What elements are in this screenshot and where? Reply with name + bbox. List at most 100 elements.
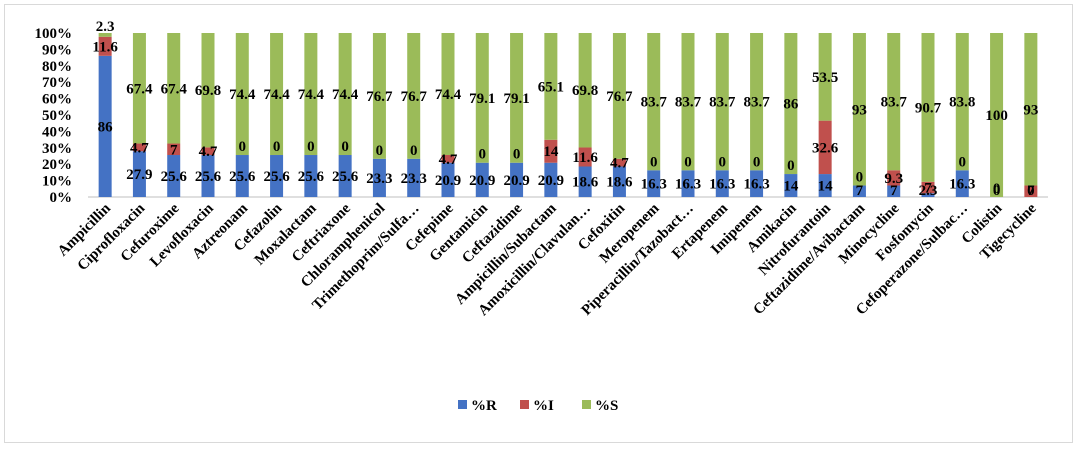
bar-segment (167, 143, 181, 156)
data-label: 14 (543, 144, 559, 160)
data-label: 0 (513, 147, 521, 163)
bar-segment (921, 193, 935, 197)
bar-segment (750, 170, 764, 197)
data-label: 0 (239, 139, 247, 155)
bar-segment (544, 139, 558, 163)
bar-segment (441, 162, 455, 197)
bar-segment (441, 33, 455, 156)
bar-segment (338, 155, 352, 197)
data-label: 25.6 (229, 169, 256, 185)
bar-segment (407, 158, 421, 197)
bar-segment (98, 36, 112, 56)
data-label: 79.1 (469, 91, 495, 107)
bar-segment (98, 55, 112, 197)
data-label: 16.3 (675, 177, 701, 193)
data-label: 79.1 (503, 91, 529, 107)
data-label: 93 (852, 102, 867, 118)
data-label: 74.4 (298, 87, 325, 103)
data-label: 4.7 (130, 140, 149, 156)
bar-segment (818, 174, 832, 197)
data-label: 67.4 (126, 81, 153, 97)
bar-segment (475, 162, 489, 197)
bar-segment (201, 147, 215, 156)
bar-segment (818, 33, 832, 121)
data-label: 83.7 (709, 95, 736, 111)
bar-segment (818, 120, 832, 175)
bar-segment (715, 170, 729, 197)
data-label: 7 (1027, 183, 1035, 199)
bar-segment (304, 155, 318, 197)
bar-segment (201, 155, 215, 197)
data-label: 53.5 (812, 70, 838, 86)
data-label: 11.6 (572, 150, 598, 166)
bar-segment (681, 33, 695, 171)
data-label: 83.7 (641, 95, 668, 111)
data-label: 23.3 (366, 171, 392, 187)
data-label: 25.6 (332, 169, 359, 185)
data-label: 0 (341, 139, 349, 155)
bar-segment (132, 143, 146, 152)
data-label: 32.6 (812, 140, 839, 156)
bar-segment (647, 170, 661, 197)
data-label: 0 (856, 170, 864, 186)
bar-segment (647, 33, 661, 171)
data-label: 76.7 (606, 89, 633, 105)
bar-segment (98, 33, 112, 37)
bar-segment (990, 33, 1004, 197)
bar-segment (201, 33, 215, 148)
y-tick-label: 30% (42, 141, 72, 157)
data-label: 14 (818, 179, 834, 195)
bar-segment (304, 33, 318, 156)
data-label: 74.4 (263, 87, 290, 103)
data-label: 86 (98, 119, 114, 135)
legend-label: %S (595, 398, 618, 414)
bar-segment (544, 33, 558, 140)
data-label: 0 (479, 147, 487, 163)
bar-segment (441, 155, 455, 163)
bar-segment (715, 33, 729, 171)
data-label: 0 (410, 143, 418, 159)
data-label: 7 (890, 183, 898, 199)
bar-segment (1024, 33, 1038, 186)
data-label: 93 (1023, 102, 1038, 118)
data-label: 69.8 (195, 83, 221, 99)
y-tick-label: 80% (42, 59, 72, 75)
data-label: 83.8 (949, 95, 975, 111)
data-label: 74.4 (435, 87, 462, 103)
data-label: 16.3 (641, 177, 667, 193)
y-tick-label: 60% (42, 92, 72, 108)
bar-segment (132, 151, 146, 197)
data-label: 7 (856, 183, 864, 199)
bar-segment (921, 33, 935, 182)
bar-segment (510, 33, 524, 163)
bar-segment (921, 181, 935, 194)
legend-swatch (520, 400, 529, 409)
y-tick-label: 20% (42, 157, 72, 173)
data-label: 20.9 (469, 173, 495, 189)
data-label: 76.7 (401, 89, 428, 105)
bar-segment (132, 33, 146, 144)
legend-swatch (582, 400, 591, 409)
y-tick-label: 50% (42, 108, 72, 124)
data-label: 7 (170, 142, 178, 158)
data-label: 2.3 (96, 19, 115, 35)
legend-swatch (458, 400, 467, 409)
data-label: 27.9 (126, 167, 152, 183)
data-label: 69.8 (572, 83, 598, 99)
bar-segment (852, 33, 866, 186)
bar-segment (887, 185, 901, 197)
bar-segment (544, 162, 558, 197)
bar-segment (167, 33, 181, 144)
data-label: 18.6 (572, 175, 599, 191)
y-tick-label: 100% (35, 26, 73, 42)
data-label: 20.9 (435, 173, 461, 189)
data-label: 67.4 (161, 81, 188, 97)
legend-label: %R (471, 398, 497, 414)
data-label: 23.3 (401, 171, 427, 187)
y-tick-label: 40% (42, 124, 72, 140)
data-label: 25.6 (298, 169, 325, 185)
legend-label: %I (533, 398, 554, 414)
data-label: 16.3 (949, 177, 975, 193)
y-tick-label: 90% (42, 42, 72, 58)
